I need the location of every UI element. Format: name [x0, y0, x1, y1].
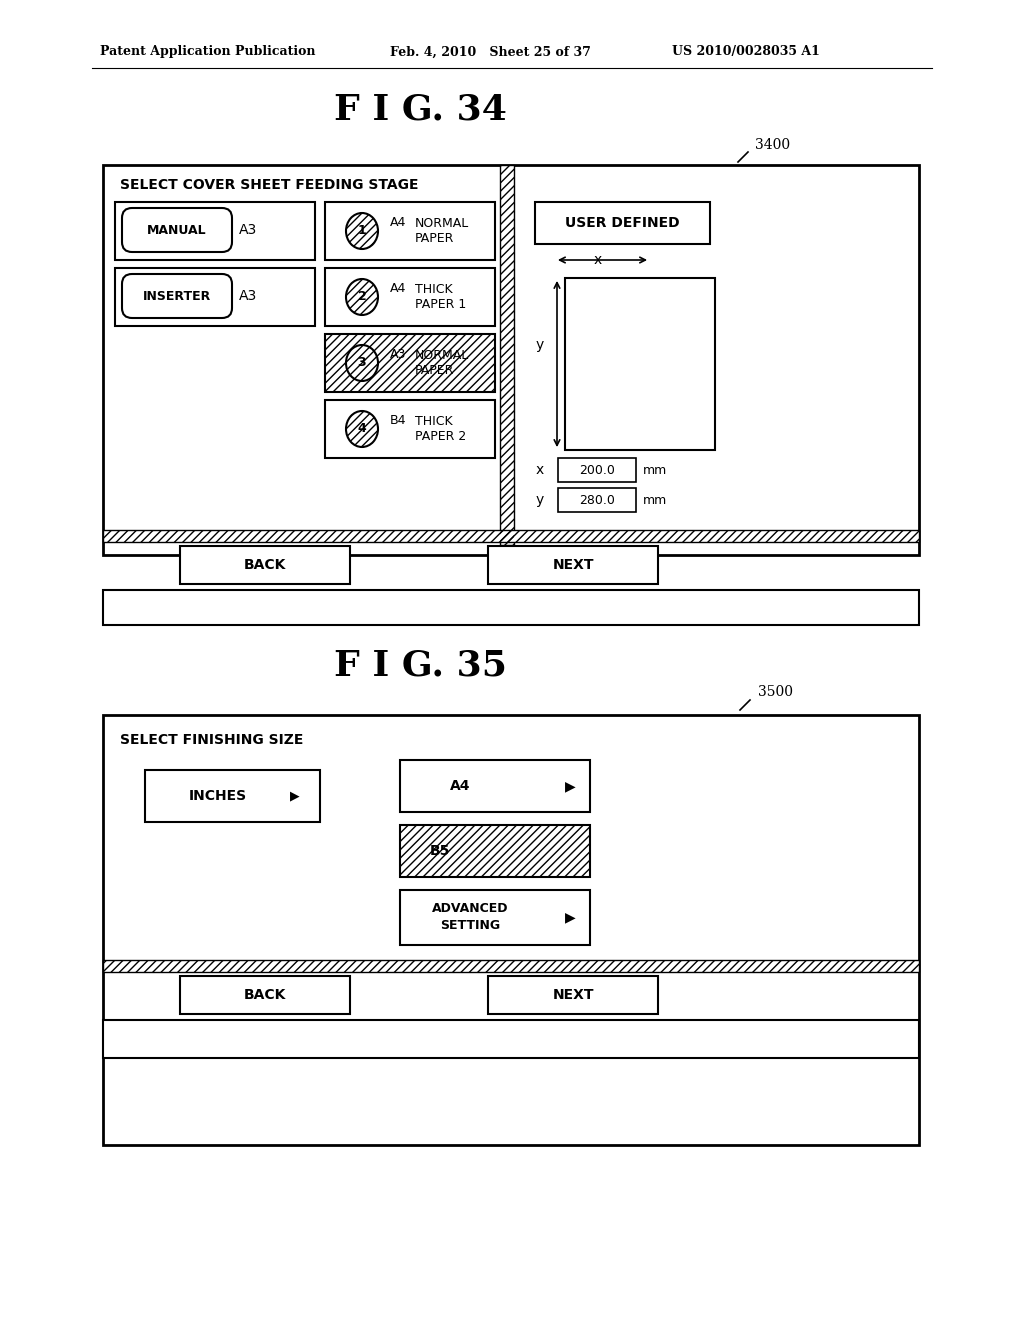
- Text: 2: 2: [357, 290, 367, 304]
- Text: x: x: [536, 463, 544, 477]
- Text: F I G. 34: F I G. 34: [334, 92, 507, 127]
- Text: ADVANCED
SETTING: ADVANCED SETTING: [432, 902, 508, 932]
- Bar: [325, 334, 495, 392]
- Bar: [103, 531, 919, 543]
- Text: US 2010/0028035 A1: US 2010/0028035 A1: [672, 45, 820, 58]
- Bar: [488, 975, 658, 1014]
- Bar: [103, 960, 919, 972]
- Bar: [558, 488, 636, 512]
- Text: USER DEFINED: USER DEFINED: [564, 216, 679, 230]
- Text: ▶: ▶: [564, 909, 575, 924]
- Bar: [103, 531, 919, 543]
- Text: mm: mm: [643, 494, 668, 507]
- Bar: [325, 400, 495, 458]
- Text: A4: A4: [390, 282, 407, 296]
- Bar: [535, 202, 710, 244]
- Text: INCHES: INCHES: [189, 789, 247, 803]
- FancyBboxPatch shape: [122, 275, 232, 318]
- Bar: [115, 268, 315, 326]
- Text: SELECT FINISHING SIZE: SELECT FINISHING SIZE: [120, 733, 303, 747]
- Bar: [103, 590, 919, 624]
- Ellipse shape: [346, 345, 378, 381]
- Text: A3: A3: [239, 289, 257, 304]
- Text: 3: 3: [357, 356, 367, 370]
- Text: THICK
PAPER 1: THICK PAPER 1: [415, 282, 466, 312]
- Text: NEXT: NEXT: [552, 987, 594, 1002]
- Text: A3: A3: [239, 223, 257, 238]
- Text: 1: 1: [357, 224, 367, 238]
- Text: 4: 4: [357, 422, 367, 436]
- Text: Feb. 4, 2010   Sheet 25 of 37: Feb. 4, 2010 Sheet 25 of 37: [390, 45, 591, 58]
- Text: A4: A4: [450, 779, 470, 793]
- Text: mm: mm: [643, 463, 668, 477]
- Text: Patent Application Publication: Patent Application Publication: [100, 45, 315, 58]
- Text: INSERTER: INSERTER: [143, 289, 211, 302]
- Text: y: y: [536, 338, 544, 352]
- Bar: [325, 268, 495, 326]
- Bar: [400, 825, 590, 876]
- Bar: [400, 825, 590, 876]
- Text: ▶: ▶: [564, 779, 575, 793]
- Text: B4: B4: [390, 414, 407, 428]
- Bar: [180, 975, 350, 1014]
- Bar: [103, 1020, 919, 1059]
- Bar: [565, 279, 715, 450]
- Bar: [400, 890, 590, 945]
- Text: y: y: [536, 492, 544, 507]
- Text: NORMAL
PAPER: NORMAL PAPER: [415, 216, 469, 246]
- Bar: [103, 715, 919, 1144]
- Text: A4: A4: [390, 216, 407, 230]
- Text: BACK: BACK: [244, 987, 286, 1002]
- Ellipse shape: [346, 213, 378, 249]
- Bar: [103, 165, 919, 554]
- Bar: [500, 165, 514, 545]
- Ellipse shape: [346, 279, 378, 315]
- Text: ▶: ▶: [290, 789, 300, 803]
- Text: A3: A3: [390, 348, 407, 362]
- Text: NEXT: NEXT: [552, 558, 594, 572]
- Bar: [325, 202, 495, 260]
- Text: 3400: 3400: [755, 139, 791, 152]
- Bar: [103, 960, 919, 972]
- Text: MANUAL: MANUAL: [147, 223, 207, 236]
- Text: NORMAL
PAPER: NORMAL PAPER: [415, 348, 469, 378]
- Text: B5: B5: [430, 843, 451, 858]
- Bar: [488, 546, 658, 583]
- Text: THICK
PAPER 2: THICK PAPER 2: [415, 414, 466, 444]
- Text: x: x: [594, 253, 602, 267]
- Text: 3500: 3500: [758, 685, 793, 700]
- Text: BACK: BACK: [244, 558, 286, 572]
- Text: SELECT COVER SHEET FEEDING STAGE: SELECT COVER SHEET FEEDING STAGE: [120, 178, 419, 191]
- FancyBboxPatch shape: [122, 209, 232, 252]
- Bar: [558, 458, 636, 482]
- Bar: [115, 202, 315, 260]
- Bar: [145, 770, 319, 822]
- Text: 200.0: 200.0: [579, 463, 615, 477]
- Bar: [400, 760, 590, 812]
- Text: 280.0: 280.0: [579, 494, 615, 507]
- Text: F I G. 35: F I G. 35: [334, 648, 507, 682]
- Bar: [180, 546, 350, 583]
- Bar: [500, 165, 514, 545]
- Bar: [325, 334, 495, 392]
- Ellipse shape: [346, 411, 378, 447]
